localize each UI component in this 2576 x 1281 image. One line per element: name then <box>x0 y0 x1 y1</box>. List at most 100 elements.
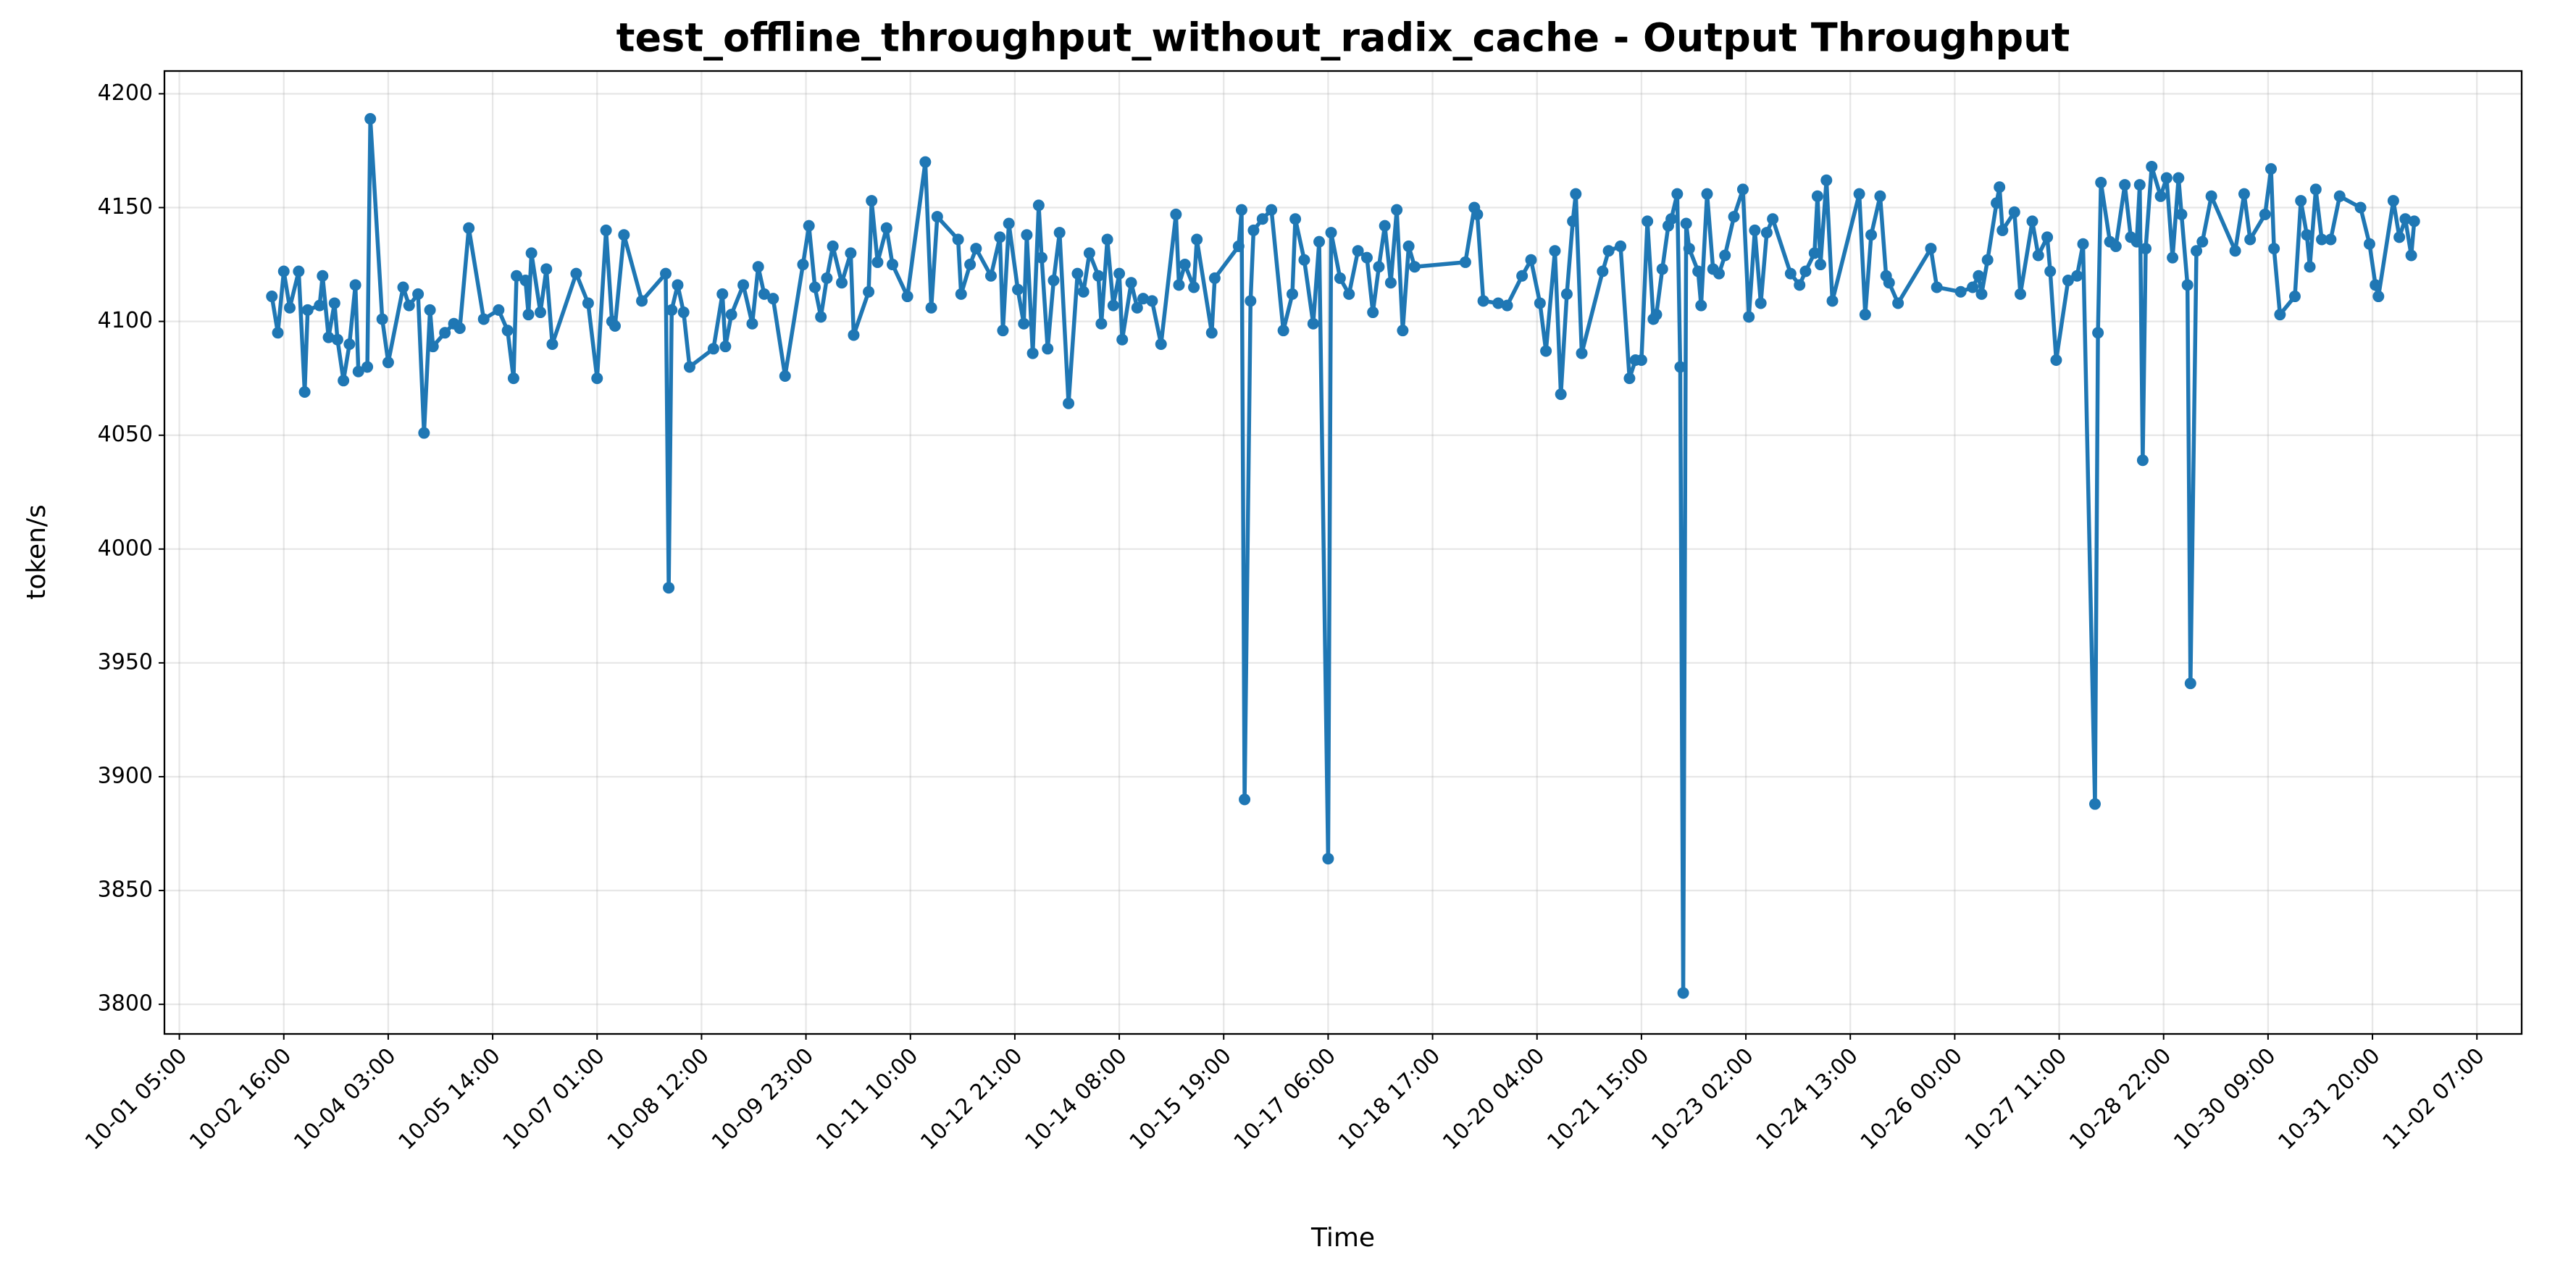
data-point <box>1373 261 1385 273</box>
data-point <box>1053 227 1066 239</box>
data-point <box>298 386 311 398</box>
data-point <box>1665 213 1678 225</box>
data-point <box>663 582 675 594</box>
data-point <box>1719 249 1731 262</box>
data-point <box>2196 235 2209 248</box>
data-point <box>1146 295 1158 307</box>
data-point <box>2062 275 2074 287</box>
y-tick-label: 3950 <box>98 649 153 675</box>
data-point <box>1018 317 1030 330</box>
data-point <box>683 361 695 373</box>
data-point <box>1534 297 1546 309</box>
data-point <box>863 285 875 298</box>
data-point <box>2175 208 2188 220</box>
data-point <box>1859 309 1871 321</box>
data-point <box>848 329 860 341</box>
data-point <box>1313 235 1326 248</box>
data-point <box>2077 238 2089 250</box>
data-point <box>1397 325 1409 337</box>
data-point <box>1384 277 1397 289</box>
data-point <box>403 299 415 312</box>
data-point <box>707 343 719 355</box>
data-point <box>2092 327 2104 339</box>
data-point <box>871 256 884 268</box>
data-point <box>1391 204 1403 216</box>
data-point <box>2238 188 2250 200</box>
data-point <box>1047 275 1060 287</box>
data-point <box>1874 190 1886 202</box>
data-point <box>2405 249 2417 262</box>
data-point <box>418 427 430 439</box>
data-point <box>1820 174 1833 186</box>
data-point <box>901 291 913 303</box>
data-point <box>2399 213 2412 225</box>
data-point <box>1680 217 1692 230</box>
data-point <box>1540 345 1552 357</box>
data-point <box>2372 291 2385 303</box>
data-point <box>519 275 532 287</box>
data-point <box>845 247 857 259</box>
data-point <box>1677 987 1689 999</box>
data-point <box>2325 233 2337 246</box>
data-point <box>1760 227 1773 239</box>
data-point <box>1570 188 1582 200</box>
data-point <box>1131 301 1143 314</box>
data-point <box>2408 215 2420 228</box>
data-point <box>322 331 335 343</box>
data-point <box>2333 190 2346 202</box>
data-point <box>1042 343 1054 355</box>
data-point <box>2370 279 2382 291</box>
data-point <box>2160 172 2173 184</box>
data-point <box>609 320 621 332</box>
data-point <box>1576 347 1588 359</box>
data-point <box>1402 240 1415 252</box>
data-point <box>1360 251 1373 264</box>
data-point <box>546 338 559 351</box>
data-point <box>376 313 388 325</box>
data-point <box>984 270 997 282</box>
data-point <box>343 338 356 351</box>
data-point <box>1808 247 1820 259</box>
data-point <box>2301 229 2313 241</box>
data-point <box>361 361 374 373</box>
data-point <box>2032 249 2044 262</box>
data-point <box>725 309 737 321</box>
data-point <box>1755 297 1767 309</box>
data-point <box>955 288 967 300</box>
data-point <box>591 372 603 385</box>
data-point <box>1003 217 1015 230</box>
data-point <box>1635 354 1647 367</box>
data-point <box>1077 285 1090 298</box>
data-point <box>1063 397 1075 409</box>
data-point <box>997 325 1009 337</box>
data-point <box>277 265 290 278</box>
data-point <box>501 325 514 337</box>
data-point <box>1343 288 1355 300</box>
data-point <box>412 288 425 300</box>
data-point <box>2184 677 2196 690</box>
data-point <box>1232 240 1245 252</box>
data-point <box>2015 288 2027 300</box>
data-point <box>427 341 439 353</box>
data-point <box>931 211 943 223</box>
data-point <box>2265 163 2278 175</box>
data-point <box>677 306 690 319</box>
data-point <box>1794 279 1806 291</box>
data-point <box>2191 245 2203 257</box>
data-point <box>2088 798 2101 810</box>
data-point <box>1179 259 1191 271</box>
data-point <box>1815 259 1827 271</box>
data-point <box>1954 285 1967 298</box>
data-point <box>1728 211 1740 223</box>
data-point <box>1567 215 1579 228</box>
data-point <box>2026 215 2038 228</box>
data-point <box>331 333 343 346</box>
data-point <box>970 243 982 255</box>
data-point <box>1701 188 1713 200</box>
data-point <box>2109 240 2122 252</box>
data-point <box>1071 267 1084 280</box>
data-point <box>314 299 326 312</box>
data-point <box>659 267 672 280</box>
data-point <box>511 270 523 282</box>
